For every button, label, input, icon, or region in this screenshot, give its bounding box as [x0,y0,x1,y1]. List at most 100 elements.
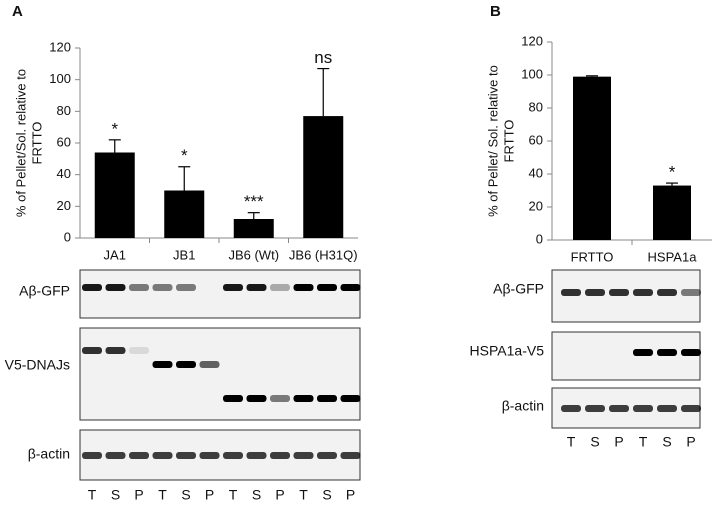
y-tick-label: 0 [64,229,71,244]
blot-band [633,349,653,356]
y-tick-label: 100 [49,71,71,86]
blot-band [317,395,337,402]
blot-band [633,289,653,296]
y-tick-label: 120 [49,39,71,54]
lane-label: T [299,487,308,503]
lane-label: T [158,487,167,503]
lane-label: S [590,434,599,450]
blot-band [657,289,677,296]
blot-band [270,452,290,459]
blot-band [199,452,220,459]
lane-label: P [134,487,143,503]
blot-band [223,452,243,459]
annotation: * [111,119,118,138]
blot-band [152,452,173,459]
blot-band [105,284,126,291]
lane-label: P [275,487,284,503]
lane-label: T [88,487,97,503]
blot-band [657,349,677,356]
blot-band [340,284,361,291]
annotation: ns [314,48,332,67]
blot-band [246,284,267,291]
blot-band [681,349,701,356]
lane-label: P [205,487,214,503]
blot-band [223,395,243,402]
blot-panel [79,269,361,319]
y-tick-label: 0 [536,231,543,246]
blot-band [585,289,605,296]
blot-band [129,452,149,459]
x-tick-label: JB6 (H31Q) [289,247,358,262]
blot-band [657,405,677,412]
x-tick-label: HSPA1a [648,249,698,264]
blot-band [609,289,629,296]
blot-row-label: HSPA1a-V5 [470,343,545,359]
lane-label: T [567,434,576,450]
x-tick-label: JB1 [173,247,195,262]
blot-panel [79,327,361,421]
blot-band [609,405,629,412]
blot-band [176,284,196,291]
y-tick-label: 100 [521,66,543,81]
blot-band [561,289,581,296]
blot-band [129,284,149,291]
blot-band [82,452,102,459]
y-axis-label: FRTTO [29,122,44,165]
blot-band [176,452,196,459]
lane-label: P [614,434,623,450]
x-tick-label: JA1 [104,247,126,262]
y-tick-label: 120 [521,33,543,48]
y-tick-label: 60 [57,134,71,149]
blot-band [270,284,290,291]
x-tick-label: JB6 (Wt) [228,247,279,262]
blot-band [561,405,581,412]
blot-band [317,452,337,459]
blot-band [633,405,653,412]
blot-row-label: β-actin [28,446,70,462]
blot-band [681,289,701,296]
blot-band [246,395,267,402]
y-tick-label: 20 [529,198,543,213]
lane-label: S [252,487,261,503]
y-tick-label: 80 [57,103,71,118]
blot-row-label: Aβ-GFP [19,283,70,299]
y-tick-label: 40 [57,166,71,181]
blot-band [82,284,102,291]
y-tick-label: 80 [529,99,543,114]
blot-band [176,361,196,368]
annotation: *** [244,192,264,211]
blot-panel [551,331,701,381]
blot-band [152,284,173,291]
blot-band [199,361,220,368]
annotation: * [181,146,188,165]
y-axis-label: FRTTO [501,120,516,163]
blot-row-label: β-actin [502,398,544,414]
blot-band [681,405,701,412]
y-tick-label: 20 [57,198,71,213]
y-axis-label: % of Pellet/Sol. relative to [13,69,28,217]
blot-band [105,347,126,354]
blot-band [152,361,173,368]
blot-band [340,395,361,402]
bar [653,185,691,240]
blot-band [82,347,102,354]
blot-band [270,395,290,402]
annotation: * [669,163,676,182]
blot-band [293,452,314,459]
blot-row-label: V5-DNAJs [5,357,70,373]
blot-band [129,347,149,354]
y-axis-label: % of Pellet/ Sol. relative to [485,65,500,217]
blot-band [340,452,361,459]
lane-label: T [229,487,238,503]
panel-label: B [490,3,501,20]
blot-band [105,452,126,459]
x-tick-label: FRTTO [571,249,614,264]
lane-label: S [322,487,331,503]
blot-band [293,284,314,291]
blot-band [585,405,605,412]
bar [573,76,611,241]
lane-label: S [662,434,671,450]
panel-label: A [12,3,23,20]
blot-band [317,284,337,291]
